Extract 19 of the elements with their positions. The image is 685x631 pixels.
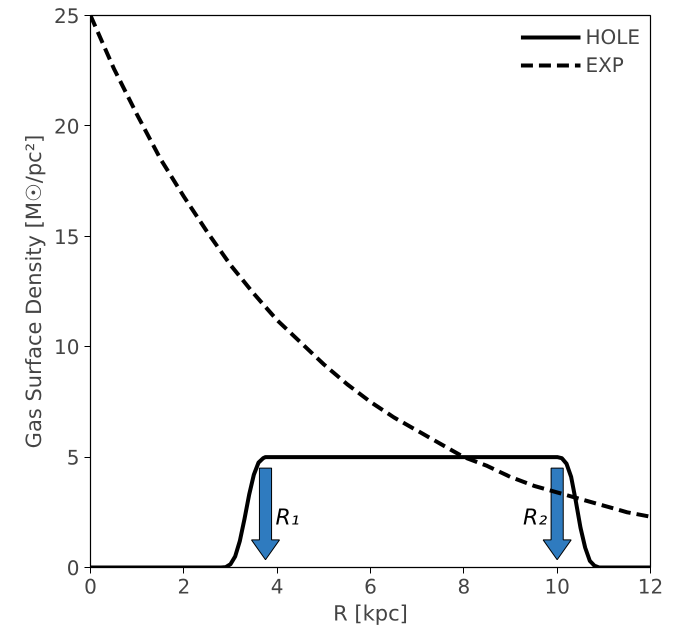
y-tick-label: 25 xyxy=(54,4,80,28)
x-tick-label: 4 xyxy=(270,574,284,598)
x-tick-label: 10 xyxy=(544,574,570,598)
x-tick-label: 0 xyxy=(84,574,97,598)
y-tick-label: 5 xyxy=(66,446,80,470)
x-tick-label: 2 xyxy=(177,574,190,598)
x-axis-title: R [kpc] xyxy=(333,602,408,626)
y-axis-title: Gas Surface Density [M☉/pc²] xyxy=(22,134,46,448)
y-tick-label: 20 xyxy=(54,114,80,138)
annotation: R₂ xyxy=(523,505,548,530)
x-tick-label: 8 xyxy=(457,574,470,598)
x-tick-label: 6 xyxy=(364,574,377,598)
y-tick-label: 0 xyxy=(66,556,80,580)
x-tick-label: 12 xyxy=(638,574,664,598)
legend-label: HOLE xyxy=(585,25,640,49)
y-tick-label: 15 xyxy=(54,224,80,249)
y-tick-label: 10 xyxy=(54,335,80,360)
annotation: R₁ xyxy=(276,505,300,530)
legend-label: EXP xyxy=(585,53,624,77)
